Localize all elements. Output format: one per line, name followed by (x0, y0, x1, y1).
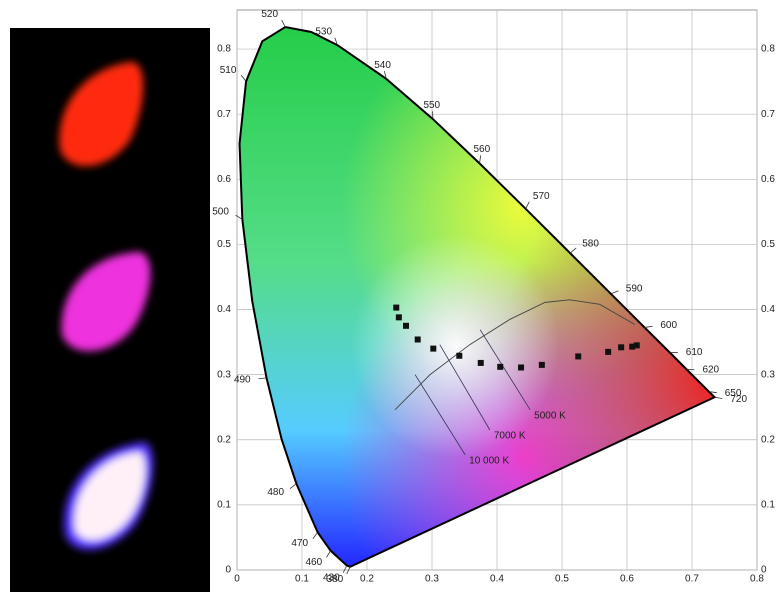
y-tick-label: 0.3 (217, 369, 231, 380)
data-point (518, 364, 524, 370)
isotherm-label: 7000 K (494, 431, 526, 442)
x-tick-label: 0.6 (620, 574, 634, 585)
y-tick-label: 0.7 (217, 109, 231, 120)
wavelength-label: 530 (315, 27, 332, 38)
y-tick-label-right: 0.2 (761, 434, 775, 445)
data-point (393, 305, 399, 311)
wavelength-label: 580 (582, 239, 599, 250)
locus-tick (715, 397, 723, 398)
locus-tick (326, 551, 330, 558)
y-tick-label: 0.6 (217, 174, 231, 185)
wavelength-label: 720 (730, 394, 747, 405)
wavelength-label: 540 (374, 60, 391, 71)
wavelength-label: 510 (220, 65, 237, 76)
data-point (403, 323, 409, 329)
locus-tick (611, 291, 618, 294)
data-point (618, 344, 624, 350)
wavelength-label: 460 (305, 557, 322, 568)
locus-tick (570, 248, 576, 253)
data-point (396, 314, 402, 320)
x-tick-label: 0 (234, 574, 240, 585)
wavelength-label: 490 (234, 374, 251, 385)
wavelength-label: 470 (291, 538, 308, 549)
y-tick-label-right: 0.4 (761, 304, 775, 315)
y-tick-label-right: 0.5 (761, 239, 775, 250)
data-point (605, 349, 611, 355)
y-tick-label: 0.4 (217, 304, 231, 315)
locus-tick (313, 532, 318, 538)
x-tick-label: 0.1 (295, 574, 309, 585)
locus-tick (259, 378, 267, 379)
wavelength-label: 550 (423, 100, 440, 111)
isotherm-label: 10 000 K (469, 455, 509, 466)
wavelength-label: 590 (626, 283, 643, 294)
x-tick-label: 0.7 (685, 574, 699, 585)
locus-tick (480, 155, 481, 163)
data-point (415, 336, 421, 342)
wavelength-label: 520 (261, 9, 278, 20)
wavelength-label: 560 (473, 144, 490, 155)
y-tick-label-right: 0.8 (761, 44, 775, 55)
data-point (634, 342, 640, 348)
y-tick-label: 0 (225, 565, 231, 576)
locus-tick (645, 326, 653, 327)
y-tick-label: 0.5 (217, 239, 231, 250)
data-point (539, 362, 545, 368)
y-tick-label-right: 0.1 (761, 500, 775, 511)
y-tick-label: 0.2 (217, 434, 231, 445)
x-tick-label: 0.4 (490, 574, 504, 585)
wavelength-label: 480 (267, 487, 284, 498)
locus-tick (282, 20, 286, 27)
wavelength-label: 570 (533, 191, 550, 202)
x-tick-label: 0.5 (555, 574, 569, 585)
y-tick-label-right: 0.3 (761, 369, 775, 380)
locus-tick (343, 566, 347, 573)
data-point (430, 346, 436, 352)
data-point (478, 360, 484, 366)
x-tick-label: 0.3 (425, 574, 439, 585)
data-point (456, 353, 462, 359)
data-point (575, 353, 581, 359)
y-tick-label-right: 0 (761, 565, 767, 576)
wavelength-label: 610 (686, 347, 703, 358)
y-tick-label-right: 0.6 (761, 174, 775, 185)
y-tick-label-right: 0.7 (761, 109, 775, 120)
wavelength-label: 430 (323, 573, 340, 584)
wavelength-label: 600 (660, 320, 677, 331)
isotherm-label: 5000 K (534, 410, 566, 421)
wavelength-label: 500 (212, 206, 229, 217)
y-tick-label: 0.8 (217, 44, 231, 55)
locus-tick (526, 202, 530, 209)
wavelength-label: 620 (702, 365, 719, 376)
data-point (497, 364, 503, 370)
locus-tick (241, 75, 246, 81)
x-tick-label: 0.2 (360, 574, 374, 585)
y-tick-label: 0.1 (217, 500, 231, 511)
locus-tick (290, 484, 296, 489)
